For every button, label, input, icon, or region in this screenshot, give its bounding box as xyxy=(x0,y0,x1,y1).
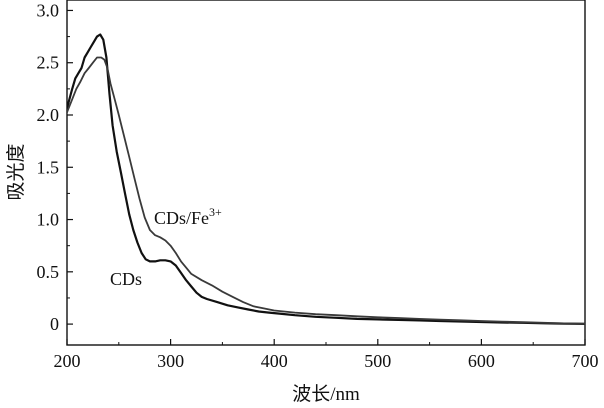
series-label-cds: CDs xyxy=(110,269,142,289)
y-tick-label: 1.5 xyxy=(37,157,60,177)
y-tick-label: 1.0 xyxy=(37,210,60,230)
series-label-cds-fe3: CDs/Fe3+ xyxy=(154,205,222,228)
axis-ticks xyxy=(66,9,586,345)
x-tick-label: 300 xyxy=(157,351,184,371)
y-tick-label: 2.5 xyxy=(37,53,60,73)
series-line-cds-fe3 xyxy=(67,56,585,325)
plot-frame xyxy=(66,0,586,346)
y-tick-label: 3.0 xyxy=(37,0,60,20)
x-tick-label: 500 xyxy=(364,351,391,371)
x-axis-title: 波长/nm xyxy=(292,383,360,405)
x-tick-label: 700 xyxy=(572,351,599,371)
series-line-cds xyxy=(67,33,585,325)
x-tick-label: 400 xyxy=(261,351,288,371)
y-axis-title: 吸光度 xyxy=(5,143,27,200)
series-label-cds-fe3-superscript: 3+ xyxy=(209,205,222,219)
x-tick-label: 200 xyxy=(54,351,81,371)
series-label-cds-fe3-base: CDs/Fe xyxy=(154,208,209,228)
axis-tick-labels: 200 300 400 500 600 700 0 0.5 1.0 1.5 2.0 2.5 3.0 xyxy=(37,0,599,371)
series-lines xyxy=(67,33,585,325)
y-tick-label: 0.5 xyxy=(37,262,60,282)
y-tick-label: 2.0 xyxy=(37,105,60,125)
y-tick-label: 0 xyxy=(50,314,59,334)
x-tick-label: 600 xyxy=(468,351,495,371)
